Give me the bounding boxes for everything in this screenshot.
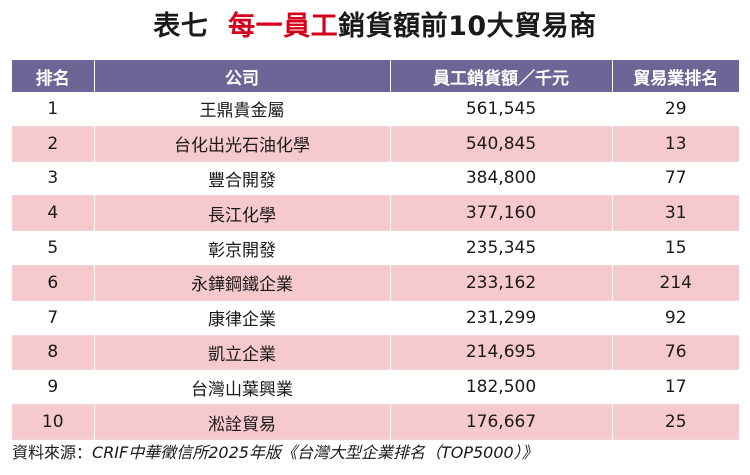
cell-company: 康律企業 xyxy=(93,300,390,336)
cell-rank: 1 xyxy=(12,92,94,127)
source-text: CRIF中華徵信所2025年版《台灣大型企業排名（TOP5000）》 xyxy=(92,443,538,462)
cell-trade-rank: 31 xyxy=(611,195,739,231)
cell-sales: 235,345 xyxy=(389,230,612,266)
table-row: 9 台灣山葉興業 182,500 17 xyxy=(12,369,739,405)
cell-sales: 377,160 xyxy=(389,195,612,231)
cell-company: 豐合開發 xyxy=(93,161,390,196)
table-row: 6 永鏵鋼鐵企業 233,162 214 xyxy=(12,265,739,301)
cell-company: 王鼎貴金屬 xyxy=(93,92,390,127)
cell-rank: 2 xyxy=(12,126,94,162)
cell-trade-rank: 25 xyxy=(611,404,739,440)
cell-sales: 540,845 xyxy=(389,126,612,162)
cell-trade-rank: 29 xyxy=(611,92,739,127)
cell-trade-rank: 214 xyxy=(611,265,739,301)
table-row: 7 康律企業 231,299 92 xyxy=(12,300,739,336)
cell-company: 台化出光石油化學 xyxy=(93,126,390,162)
title-highlight: 每一員工 xyxy=(228,11,339,42)
cell-rank: 4 xyxy=(12,195,94,231)
cell-company: 台灣山葉興業 xyxy=(93,369,390,405)
cell-rank: 6 xyxy=(12,265,94,301)
cell-rank: 9 xyxy=(12,369,94,405)
cell-rank: 7 xyxy=(12,300,94,336)
header-company: 公司 xyxy=(93,60,390,92)
table-row: 1 王鼎貴金屬 561,545 29 xyxy=(12,92,739,127)
table-body: 1 王鼎貴金屬 561,545 29 2 台化出光石油化學 540,845 13… xyxy=(12,92,739,440)
title-suffix: 銷貨額前10大貿易商 xyxy=(338,11,597,42)
cell-trade-rank: 77 xyxy=(611,161,739,196)
cell-sales: 176,667 xyxy=(389,404,612,440)
ranking-table: 排名 公司 員工銷貨額／千元 貿易業排名 1 王鼎貴金屬 561,545 2 9 … xyxy=(12,60,739,440)
table-row: 4 長江化學 377,160 31 xyxy=(12,195,739,231)
table-row: 3 豐合開發 384,800 77 xyxy=(12,161,739,196)
source-label: 資料來源： xyxy=(12,443,93,462)
cell-sales: 214,695 xyxy=(389,335,612,370)
cell-rank: 5 xyxy=(12,230,94,266)
cell-rank: 3 xyxy=(12,161,94,196)
cell-sales: 231,299 xyxy=(389,300,612,336)
cell-company: 凱立企業 xyxy=(93,335,390,370)
title-prefix: 表七 xyxy=(153,11,209,42)
table-row: 10 淞詮貿易 176,667 25 xyxy=(12,404,739,440)
cell-trade-rank: 13 xyxy=(611,126,739,162)
header-rank: 排名 xyxy=(12,60,94,92)
cell-company: 彰京開發 xyxy=(93,230,390,266)
cell-company: 淞詮貿易 xyxy=(93,404,390,440)
table-row: 5 彰京開發 235,345 15 xyxy=(12,230,739,266)
cell-company: 長江化學 xyxy=(93,195,390,231)
source-note: 資料來源：CRIF中華徵信所2025年版《台灣大型企業排名（TOP5000）》 xyxy=(12,441,538,465)
cell-company: 永鏵鋼鐵企業 xyxy=(93,265,390,301)
header-trade-rank: 貿易業排名 xyxy=(611,60,739,92)
table-row: 8 凱立企業 214,695 76 xyxy=(12,335,739,370)
cell-rank: 10 xyxy=(12,404,94,440)
table-row: 2 台化出光石油化學 540,845 13 xyxy=(12,126,739,162)
cell-trade-rank: 17 xyxy=(611,369,739,405)
cell-sales: 233,162 xyxy=(389,265,612,301)
cell-trade-rank: 92 xyxy=(611,300,739,336)
cell-sales: 182,500 xyxy=(389,369,612,405)
cell-sales: 561,545 xyxy=(389,92,612,127)
page-title: 表七 每一員工銷貨額前10大貿易商 xyxy=(0,8,750,46)
table-header: 排名 公司 員工銷貨額／千元 貿易業排名 xyxy=(12,60,739,92)
cell-rank: 8 xyxy=(12,335,94,370)
cell-trade-rank: 15 xyxy=(611,230,739,266)
cell-sales: 384,800 xyxy=(389,161,612,196)
header-row: 排名 公司 員工銷貨額／千元 貿易業排名 xyxy=(12,60,739,92)
header-sales-per-employee: 員工銷貨額／千元 xyxy=(389,60,612,92)
cell-trade-rank: 76 xyxy=(611,335,739,370)
